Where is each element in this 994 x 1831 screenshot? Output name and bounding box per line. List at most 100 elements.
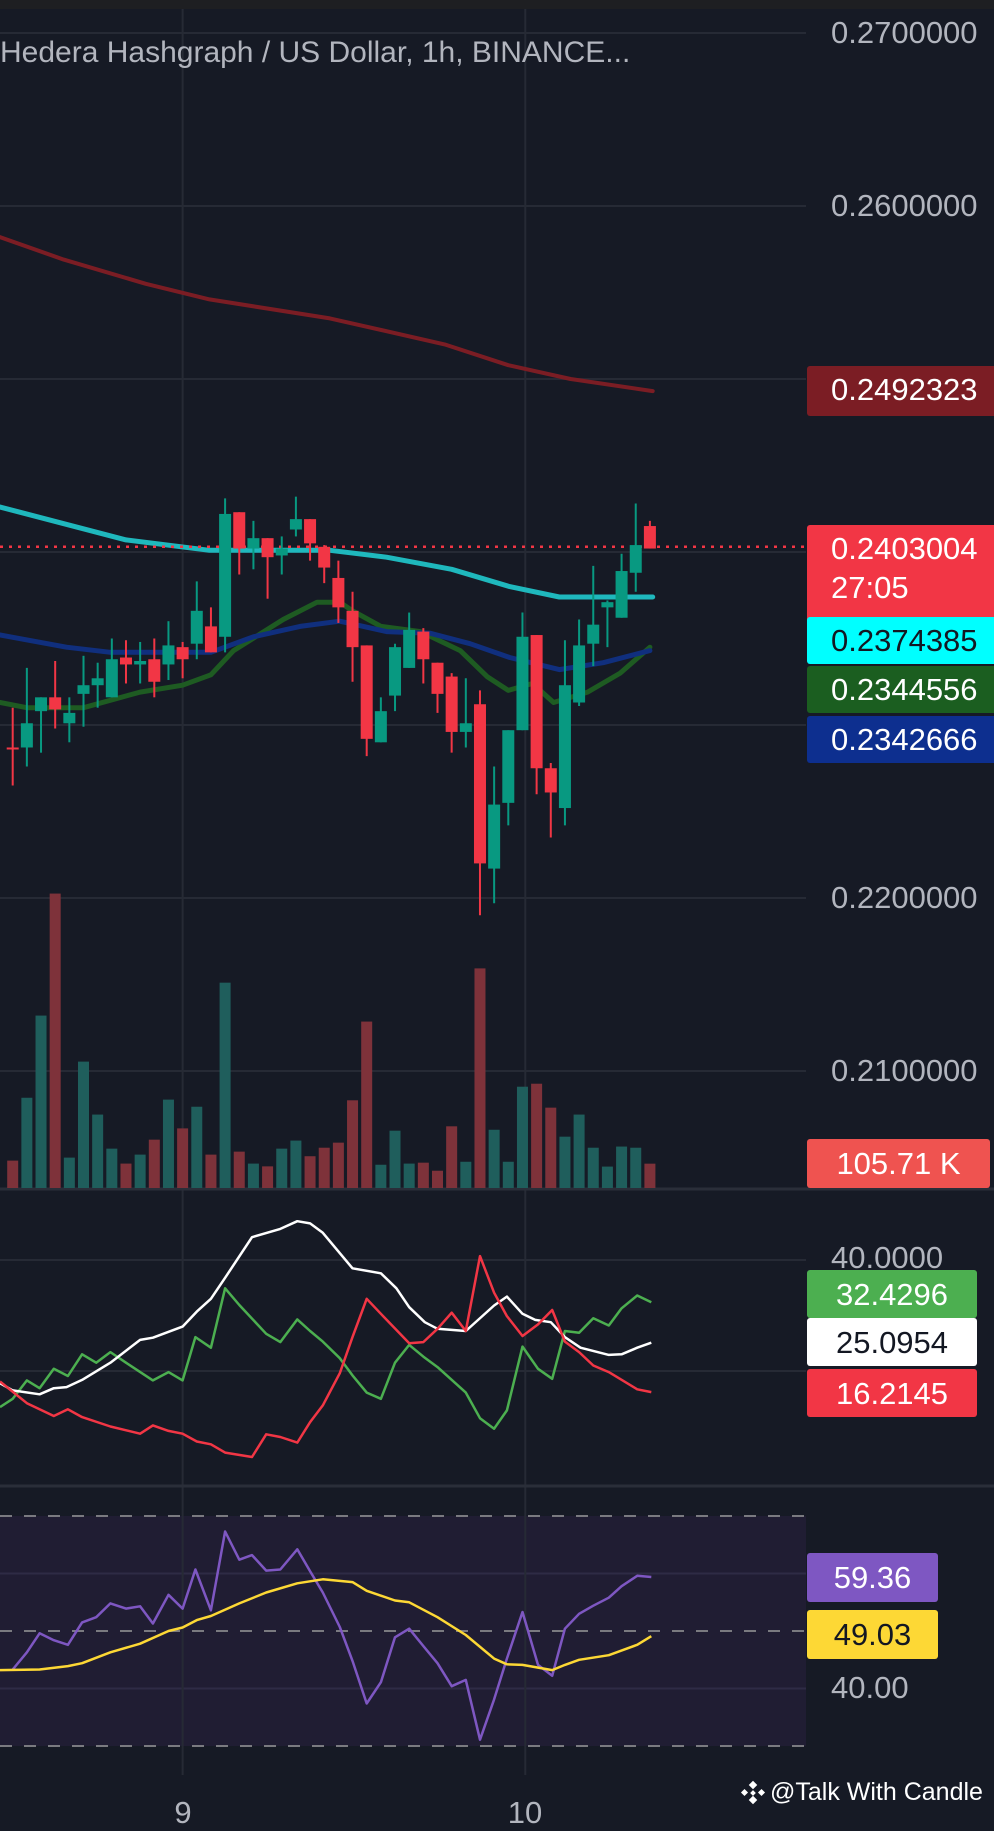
volume-bar xyxy=(531,1083,543,1188)
volume-bar xyxy=(92,1114,104,1188)
candle-body xyxy=(459,723,472,732)
moving-average-line xyxy=(0,618,653,673)
rsi-line xyxy=(11,1530,652,1741)
candle-body xyxy=(77,685,90,694)
volume-bar xyxy=(630,1147,642,1188)
candle xyxy=(587,565,600,667)
candle-body xyxy=(445,676,458,732)
volume-bar xyxy=(134,1154,146,1188)
candle xyxy=(629,503,642,592)
candle-body xyxy=(162,645,175,665)
candle xyxy=(431,662,444,713)
volume-bar xyxy=(389,1130,401,1188)
volume-bar xyxy=(120,1163,132,1188)
candle-body xyxy=(615,571,628,618)
candle-countdown: 27:05 xyxy=(831,570,909,605)
candle xyxy=(204,607,217,653)
candle xyxy=(459,678,472,748)
candle-body xyxy=(176,647,189,660)
volume-bar xyxy=(106,1148,118,1188)
candle xyxy=(119,640,132,684)
dmi-axis-label: 40.0000 xyxy=(831,1240,944,1275)
candle xyxy=(544,763,557,838)
candle xyxy=(233,512,246,575)
volume-bar xyxy=(516,1086,528,1188)
ma200-price-tag: 0.2492323 xyxy=(807,366,994,416)
rsi-value-tag: 49.03 xyxy=(807,1610,938,1659)
candle xyxy=(20,667,33,767)
candle xyxy=(318,545,331,584)
candle-body xyxy=(148,659,161,682)
volume-bar xyxy=(347,1100,359,1188)
candle xyxy=(516,612,529,731)
volume-bar xyxy=(191,1106,203,1188)
candle-body xyxy=(516,636,529,731)
volume-bar xyxy=(361,1021,373,1188)
candle xyxy=(615,553,628,618)
candle-body xyxy=(360,645,373,739)
moving-average-line xyxy=(0,235,655,394)
candle-body xyxy=(289,519,302,530)
volume-bar xyxy=(78,1061,89,1188)
candle xyxy=(219,498,232,653)
candle xyxy=(134,641,147,684)
x-tick-10: 10 xyxy=(507,1795,543,1830)
candle xyxy=(289,496,302,537)
candle-body xyxy=(629,545,642,573)
volume-bar xyxy=(559,1136,571,1188)
candle xyxy=(332,560,345,623)
candle xyxy=(389,643,402,712)
candle-body xyxy=(219,513,232,637)
watermark-text: @Talk With Candle xyxy=(770,1778,983,1806)
candle xyxy=(91,662,104,708)
dmi-value-tag: 16.2145 xyxy=(807,1369,977,1417)
candle-body xyxy=(63,712,76,724)
volume-bar xyxy=(587,1147,599,1188)
dmi-line xyxy=(0,1287,652,1430)
volume-bar xyxy=(432,1170,443,1188)
volume-bar xyxy=(403,1163,415,1188)
last-price-value: 0.2403004 xyxy=(831,531,978,566)
candle-body xyxy=(403,629,416,668)
candle xyxy=(49,660,62,729)
candle xyxy=(35,697,48,753)
price-axis-label: 0.2100000 xyxy=(831,1053,978,1088)
candle xyxy=(346,591,359,682)
volume-bar xyxy=(446,1126,458,1188)
candle xyxy=(601,600,614,648)
binance-logo-icon xyxy=(740,1780,766,1804)
last-price-tag: 0.2403004 27:05 xyxy=(807,525,994,631)
candle xyxy=(105,638,118,698)
volume-bar xyxy=(502,1161,514,1188)
moving-average-line xyxy=(0,504,656,600)
candle xyxy=(473,690,486,916)
candle-body xyxy=(35,697,48,712)
candle-body xyxy=(643,526,656,549)
chart-title: Hedera Hashgraph / US Dollar, 1h, BINANC… xyxy=(0,36,631,69)
candle xyxy=(643,520,656,549)
candle-body xyxy=(346,610,359,648)
volume-bar xyxy=(247,1163,259,1188)
candle xyxy=(77,655,90,727)
dmi-line xyxy=(0,1219,652,1396)
ma-price-tag: 0.2374385 xyxy=(807,617,994,664)
volume-bar xyxy=(219,982,231,1188)
candle-body xyxy=(587,624,600,644)
ma-price-tag: 0.2344556 xyxy=(807,666,994,713)
dmi-value-tag: 25.0954 xyxy=(807,1318,977,1366)
candle-body xyxy=(502,730,515,803)
rsi-value-tag: 59.36 xyxy=(807,1553,938,1602)
volume-bar xyxy=(7,1160,19,1188)
candle-body xyxy=(91,678,104,686)
candle xyxy=(403,612,416,668)
volume-bar xyxy=(148,1139,160,1188)
candle-body xyxy=(204,626,217,653)
price-axis-label: 0.2700000 xyxy=(831,15,978,50)
price-axis-label: 0.2200000 xyxy=(831,880,978,915)
candle-body xyxy=(558,685,571,809)
candle-body xyxy=(473,704,486,864)
candle-body xyxy=(304,519,317,544)
volume-bar xyxy=(262,1166,274,1188)
candle-body xyxy=(389,647,402,696)
